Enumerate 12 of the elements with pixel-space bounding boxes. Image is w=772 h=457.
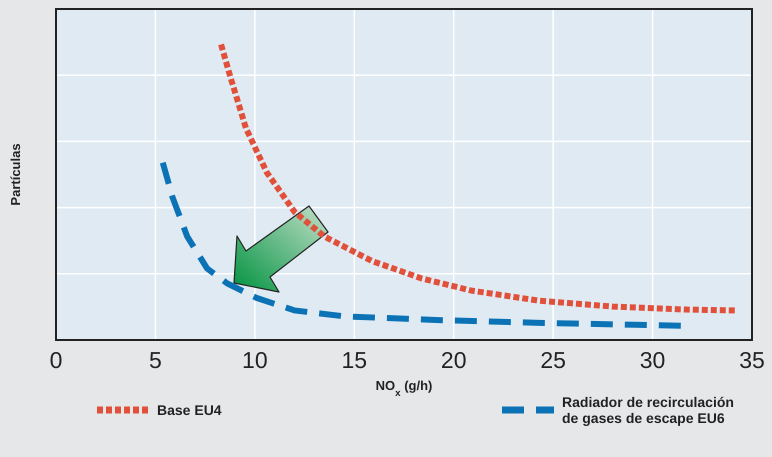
legend-label: Base EU4	[157, 402, 222, 418]
x-tick-label: 5	[149, 347, 162, 373]
y-axis-title: Partículas	[8, 143, 23, 206]
x-tick-label: 0	[50, 347, 62, 373]
x-tick-label: 10	[242, 347, 268, 373]
x-tick-label: 30	[640, 347, 666, 373]
x-tick-label: 35	[739, 347, 765, 373]
x-tick-label: 20	[440, 347, 467, 373]
legend-label: Radiador de recirculación de gases de escape EU6	[562, 394, 734, 426]
x-axis-title: NO$_{x}$ (g/h)	[376, 378, 432, 398]
x-tick-label: 25	[540, 347, 566, 373]
x-tick-label: 15	[341, 347, 368, 373]
